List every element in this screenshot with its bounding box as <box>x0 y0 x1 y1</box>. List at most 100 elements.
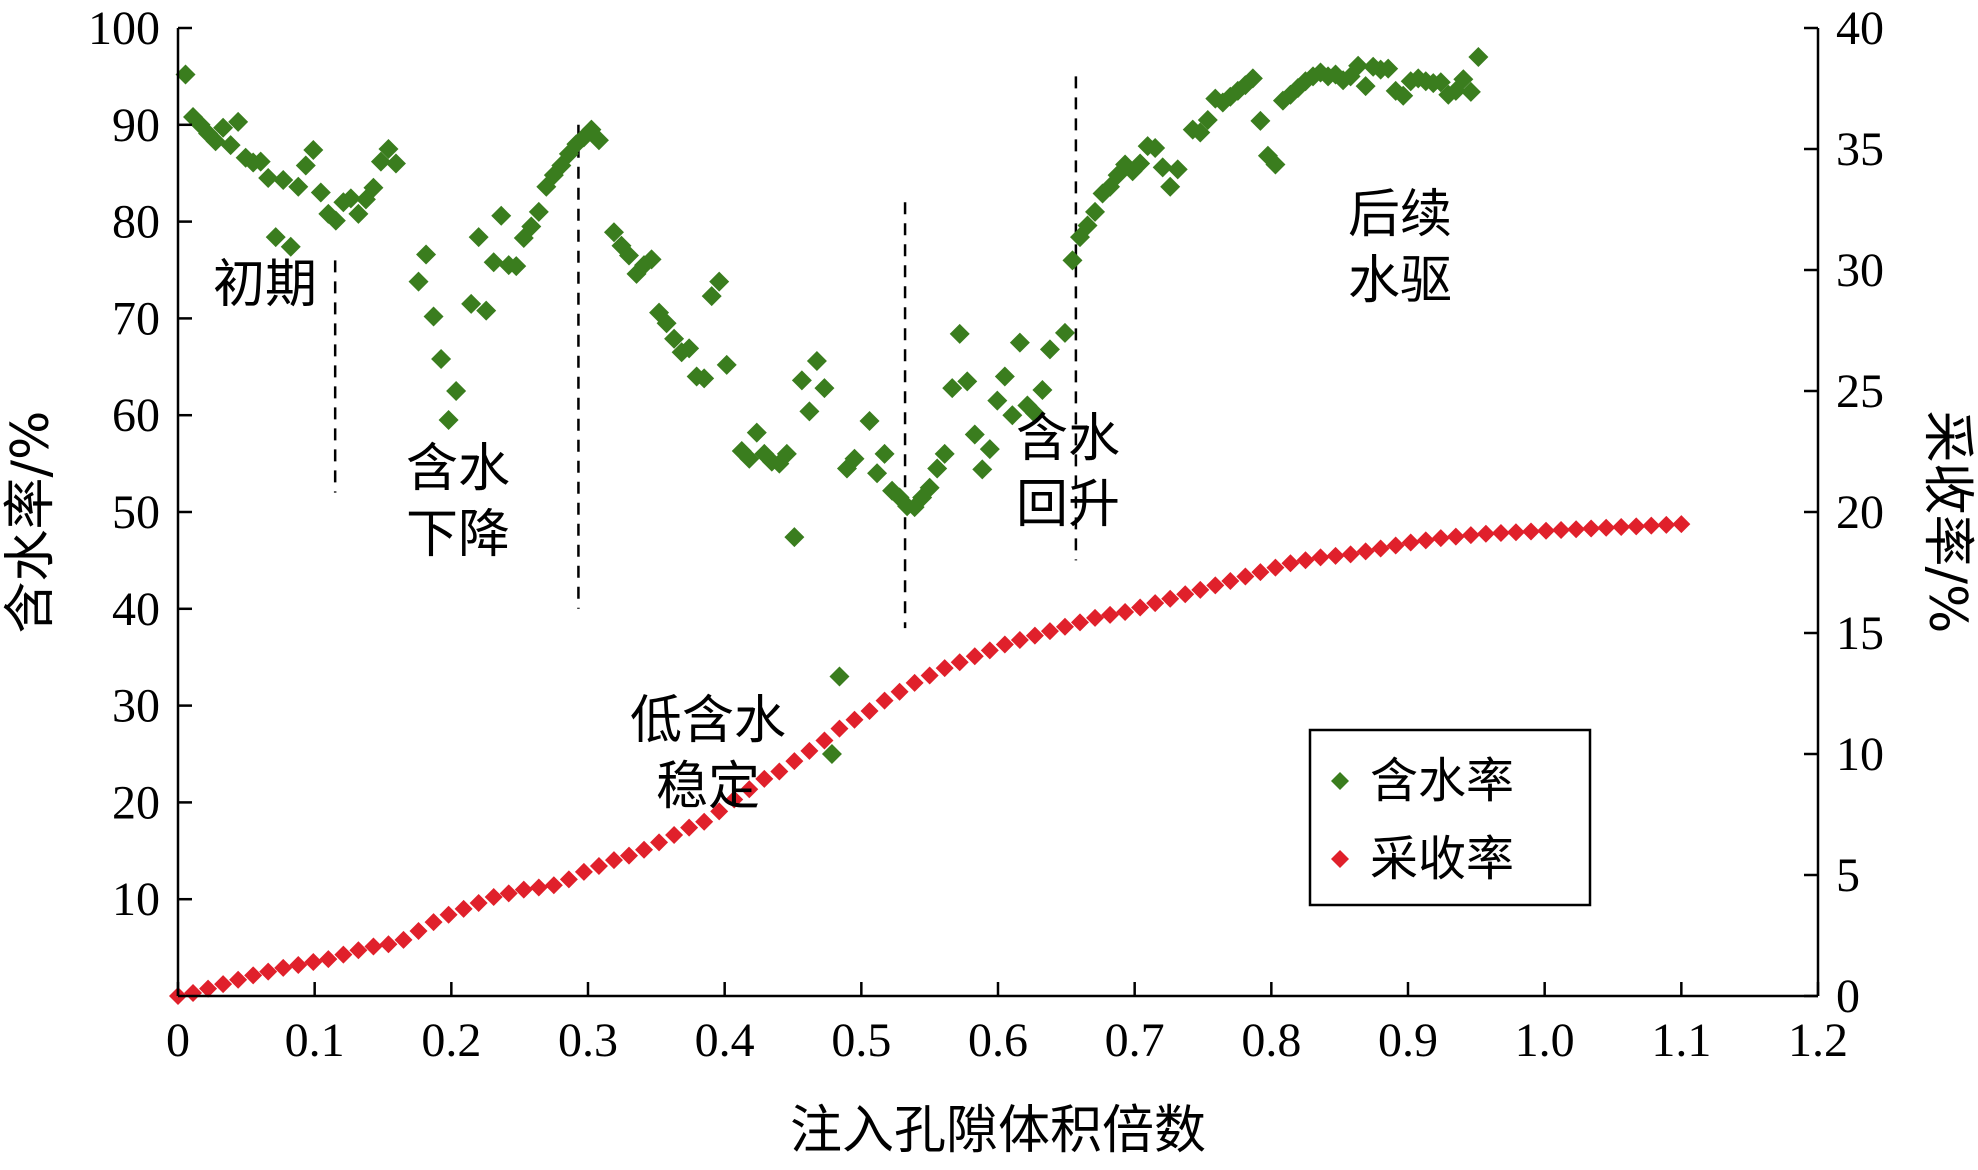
recovery-point <box>665 826 684 845</box>
recovery-point <box>1191 580 1210 599</box>
water-cut-point <box>491 205 512 226</box>
recovery-point <box>514 880 533 899</box>
water-cut-point <box>679 338 700 359</box>
recovery-point <box>980 641 999 660</box>
water-cut-point <box>588 130 609 151</box>
water-cut-point <box>228 111 249 132</box>
water-cut-point <box>310 182 331 203</box>
water-cut-point <box>265 227 286 248</box>
y-right-tick-label: 35 <box>1836 123 1884 176</box>
water-cut-point <box>806 350 827 371</box>
stage-annotation-line: 水驱 <box>1348 251 1452 311</box>
recovery-point <box>890 682 909 701</box>
water-cut-point <box>1024 403 1045 424</box>
recovery-point <box>1537 521 1556 540</box>
recovery-point <box>319 950 338 969</box>
water-cut-point <box>874 443 895 464</box>
water-cut-point <box>220 135 241 156</box>
water-cut-point <box>528 201 549 222</box>
y-left-tick-label: 80 <box>112 196 160 249</box>
recovery-point <box>574 862 593 881</box>
stage-annotation: 低含水稳定 <box>630 691 786 817</box>
water-cut-point <box>859 411 880 432</box>
y-right-tick-label: 30 <box>1836 244 1884 297</box>
legend: 含水率 采收率 <box>1308 728 1592 907</box>
recovery-point <box>875 691 894 710</box>
x-tick-label: 0.5 <box>831 1014 891 1067</box>
recovery-point <box>1416 531 1435 550</box>
recovery-point <box>334 945 353 964</box>
y-left-tick-label: 100 <box>88 2 160 55</box>
water-cut-point <box>280 236 301 257</box>
y-left-tick-label: 50 <box>112 486 160 539</box>
stage-annotation: 含水回升 <box>1016 409 1120 535</box>
recovery-point <box>589 857 608 876</box>
water-cut-point <box>1077 215 1098 236</box>
water-cut-point <box>438 410 459 431</box>
water-cut-point <box>829 666 850 687</box>
recovery-point <box>1506 523 1525 542</box>
stage-annotation: 含水下降 <box>406 439 510 565</box>
water-cut-point <box>378 139 399 159</box>
water-cut-point <box>303 139 324 160</box>
water-cut-point <box>784 527 805 548</box>
recovery-point <box>770 762 789 781</box>
y-left-tick-label: 20 <box>112 776 160 829</box>
recovery-point <box>935 659 954 678</box>
recovery-series <box>169 515 1691 1005</box>
water-cut-point <box>656 313 677 334</box>
water-cut-point <box>919 477 940 498</box>
recovery-point <box>635 840 654 859</box>
water-cut-point <box>694 368 715 389</box>
water-cut-point <box>942 378 963 399</box>
water-cut-point <box>927 458 948 479</box>
recovery-point <box>1642 516 1661 535</box>
y-left-tick-label: 30 <box>112 680 160 733</box>
recovery-point <box>1476 524 1495 543</box>
recovery-point <box>1206 576 1225 595</box>
stage-annotation-line: 后续 <box>1348 185 1452 245</box>
water-cut-point <box>1190 122 1211 143</box>
recovery-point <box>529 878 548 897</box>
water-cut-series <box>175 47 1489 764</box>
recovery-point <box>695 812 714 831</box>
recovery-point <box>680 818 699 837</box>
recovery-point <box>1582 519 1601 538</box>
recovery-point <box>815 731 834 750</box>
water-cut-point <box>716 354 737 375</box>
water-cut-point <box>1009 332 1030 353</box>
recovery-point <box>394 930 413 949</box>
recovery-point <box>1221 571 1240 590</box>
recovery-point <box>1055 617 1074 636</box>
water-cut-point <box>461 293 482 314</box>
water-cut-point <box>423 306 444 327</box>
legend-recovery-label: 采收率 <box>1370 831 1514 887</box>
stage-dividers <box>333 76 1078 629</box>
water-cut-point <box>370 151 391 172</box>
water-cut-point <box>1468 47 1489 68</box>
water-cut-point <box>1145 138 1166 159</box>
water-cut-point <box>258 168 279 189</box>
water-cut-point <box>949 323 970 344</box>
water-cut-point <box>1032 380 1053 401</box>
recovery-point <box>499 884 518 903</box>
water-cut-point <box>619 245 639 266</box>
y-right-axis-title: 采收率/% <box>1917 411 1977 634</box>
y-right-tick-label: 20 <box>1836 486 1884 539</box>
water-cut-point <box>431 349 452 370</box>
recovery-point <box>800 741 819 760</box>
y-left-tick-label: 60 <box>112 389 160 442</box>
water-cut-point <box>446 381 467 401</box>
y-right-tick-label: 15 <box>1836 607 1884 660</box>
recovery-point <box>349 941 368 960</box>
stage-annotation-line: 含水 <box>1016 409 1120 469</box>
recovery-point <box>1101 605 1120 624</box>
recovery-point <box>1491 523 1510 542</box>
water-cut-point <box>1062 250 1083 271</box>
water-cut-point <box>814 378 835 399</box>
water-cut-point <box>934 443 955 464</box>
water-cut-point <box>799 401 820 422</box>
water-cut-point <box>821 744 842 764</box>
recovery-point <box>1281 554 1300 573</box>
